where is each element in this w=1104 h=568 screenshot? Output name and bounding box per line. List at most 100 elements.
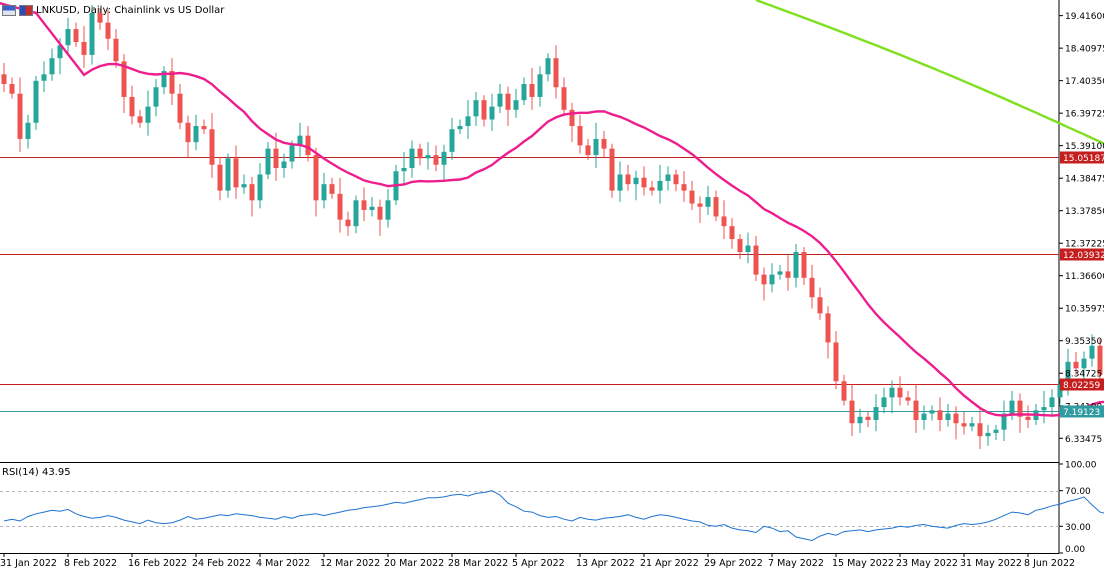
candle[interactable] — [9, 77, 15, 99]
candle[interactable] — [937, 397, 943, 432]
candle[interactable] — [585, 138, 591, 160]
candle[interactable] — [961, 411, 967, 435]
candle[interactable] — [337, 177, 343, 233]
candle[interactable] — [769, 263, 775, 293]
candle[interactable] — [577, 114, 583, 154]
candle[interactable] — [401, 151, 407, 185]
candle[interactable] — [497, 84, 503, 114]
candle[interactable] — [153, 79, 159, 117]
candle[interactable] — [593, 122, 599, 168]
candle[interactable] — [481, 95, 487, 127]
candle[interactable] — [641, 166, 647, 196]
candle[interactable] — [889, 380, 895, 414]
candle[interactable] — [817, 287, 823, 320]
candle[interactable] — [281, 153, 287, 178]
candle[interactable] — [73, 22, 79, 47]
candle[interactable] — [609, 143, 615, 198]
candle[interactable] — [297, 122, 303, 157]
candle[interactable] — [913, 384, 919, 433]
candle[interactable] — [721, 200, 727, 240]
candle[interactable] — [729, 218, 735, 249]
candle[interactable] — [505, 86, 511, 126]
candle[interactable] — [801, 247, 807, 285]
candle[interactable] — [33, 75, 39, 130]
candle[interactable] — [65, 17, 71, 54]
candle[interactable] — [969, 416, 975, 432]
candle[interactable] — [1089, 334, 1095, 367]
candle[interactable] — [921, 405, 927, 430]
candle[interactable] — [137, 109, 143, 128]
candle[interactable] — [1097, 339, 1103, 380]
candle[interactable] — [977, 407, 983, 450]
candle[interactable] — [569, 102, 575, 143]
candle[interactable] — [897, 376, 903, 406]
candle[interactable] — [17, 77, 23, 152]
candle[interactable] — [209, 113, 215, 178]
candle[interactable] — [657, 164, 663, 204]
candle[interactable] — [1073, 352, 1079, 375]
candle[interactable] — [1025, 405, 1031, 429]
candle[interactable] — [305, 126, 311, 162]
candle[interactable] — [377, 199, 383, 236]
candle[interactable] — [425, 142, 431, 170]
candle[interactable] — [625, 164, 631, 191]
candle[interactable] — [553, 45, 559, 99]
candle[interactable] — [561, 77, 567, 117]
candle[interactable] — [89, 4, 95, 65]
candle[interactable] — [121, 54, 127, 114]
candle[interactable] — [113, 29, 119, 68]
candle[interactable] — [993, 424, 999, 441]
candle[interactable] — [457, 119, 463, 135]
candle[interactable] — [49, 48, 55, 81]
candle[interactable] — [345, 211, 351, 236]
candle[interactable] — [785, 255, 791, 291]
candle[interactable] — [689, 180, 695, 210]
candle[interactable] — [433, 145, 439, 172]
candle[interactable] — [745, 232, 751, 264]
candle[interactable] — [329, 177, 335, 199]
candle[interactable] — [25, 114, 31, 149]
candle[interactable] — [545, 53, 551, 82]
candle[interactable] — [353, 195, 359, 234]
candle[interactable] — [953, 406, 959, 440]
candle[interactable] — [225, 153, 231, 198]
candle[interactable] — [537, 66, 543, 107]
candle[interactable] — [793, 243, 799, 288]
candle[interactable] — [97, 8, 103, 30]
candle[interactable] — [521, 77, 527, 105]
candle[interactable] — [945, 403, 951, 427]
candle[interactable] — [185, 115, 191, 159]
candle[interactable] — [665, 166, 671, 191]
candle[interactable] — [409, 140, 415, 178]
candle[interactable] — [145, 90, 151, 136]
candle[interactable] — [1, 63, 7, 93]
candle[interactable] — [465, 100, 471, 139]
candle[interactable] — [929, 405, 935, 421]
candle[interactable] — [441, 144, 447, 181]
candle[interactable] — [705, 185, 711, 215]
candle[interactable] — [105, 9, 111, 51]
candle[interactable] — [233, 145, 239, 199]
candle[interactable] — [513, 88, 519, 118]
candle[interactable] — [1017, 393, 1023, 433]
candle[interactable] — [217, 156, 223, 201]
candle[interactable] — [161, 66, 167, 95]
candle[interactable] — [129, 85, 135, 125]
candle[interactable] — [649, 180, 655, 196]
candle[interactable] — [241, 174, 247, 194]
candle[interactable] — [777, 264, 783, 280]
candle[interactable] — [385, 189, 391, 228]
candle[interactable] — [737, 234, 743, 260]
candle[interactable] — [673, 169, 679, 192]
candle[interactable] — [681, 171, 687, 202]
candle[interactable] — [601, 130, 607, 159]
candle[interactable] — [449, 117, 455, 160]
candle[interactable] — [177, 84, 183, 130]
candle[interactable] — [713, 190, 719, 222]
candle[interactable] — [169, 58, 175, 105]
candle[interactable] — [369, 197, 375, 217]
candle[interactable] — [617, 161, 623, 202]
candle[interactable] — [1001, 400, 1007, 441]
candle[interactable] — [833, 331, 839, 390]
candle[interactable] — [1049, 389, 1055, 417]
